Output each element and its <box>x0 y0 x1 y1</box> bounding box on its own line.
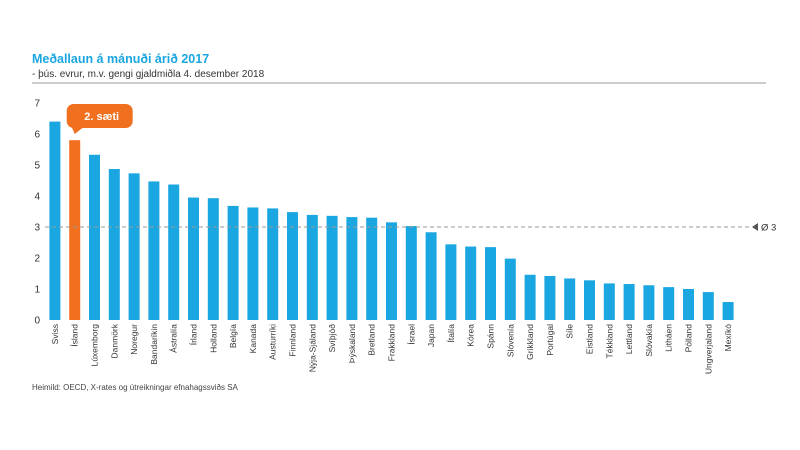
x-tick-label: Portúgal <box>545 324 555 356</box>
x-tick-label: Danmörk <box>109 323 119 358</box>
bar-10 <box>227 205 239 320</box>
bar-18 <box>386 222 397 320</box>
x-tick-label: Lúxemborg <box>90 324 100 367</box>
x-tick-label: Ísrael <box>406 324 416 345</box>
x-tick-label: Nýja-Sjáland <box>307 324 317 372</box>
bar-28 <box>584 280 595 320</box>
y-axis: 0 1 2 3 4 5 6 7 <box>34 99 40 327</box>
bar-29 <box>603 283 615 320</box>
bar-3 <box>89 154 100 320</box>
x-tick-label: Japan <box>426 324 436 347</box>
bar-8 <box>188 197 199 320</box>
x-tick-label: Eistland <box>585 324 595 355</box>
chart-title: Meðallaun á mánuði árið 2017 <box>32 52 210 66</box>
x-tick-label: Ungverjaland <box>703 324 713 374</box>
bar-6 <box>148 181 160 320</box>
bar-14 <box>306 214 318 320</box>
bar-15 <box>326 215 338 320</box>
chart-subtitle: - þús. evrur, m.v. gengi gjaldmiðla 4. d… <box>32 69 265 80</box>
y-tick-label: 0 <box>34 316 40 327</box>
bar-31 <box>643 285 655 320</box>
bar-2 <box>69 140 81 320</box>
bar-1 <box>49 121 61 320</box>
x-tick-label: Síle <box>565 324 575 339</box>
bar-5 <box>128 173 140 320</box>
average-label: Ø 3 <box>761 223 776 234</box>
y-tick-label: 6 <box>34 130 40 141</box>
highlight-callout: 2. sæti <box>66 104 133 134</box>
x-tick-label: Pólland <box>684 324 694 353</box>
y-tick-label: 4 <box>34 192 40 203</box>
bar-17 <box>366 217 378 320</box>
x-tick-label: Slóvakía <box>644 324 654 357</box>
bar-11 <box>247 207 259 320</box>
x-tick-label: Ítalía <box>446 324 456 343</box>
x-tick-label: Ástralía <box>169 324 179 353</box>
bar-4 <box>108 169 120 320</box>
x-tick-label: Bandaríkin <box>149 324 159 365</box>
callout-label: 2. sæti <box>84 111 119 123</box>
average-line-group: Ø 3 <box>45 223 776 234</box>
bar-22 <box>465 246 477 320</box>
x-tick-label: Frakkland <box>387 324 397 362</box>
x-tick-label: Belgía <box>228 324 238 348</box>
bar-33 <box>683 289 694 320</box>
x-tick-label: Kanada <box>248 324 258 354</box>
bars <box>49 121 734 320</box>
x-tick-label: Ísland <box>70 324 80 347</box>
bar-23 <box>485 247 496 320</box>
x-tick-label: Mexíkó <box>723 324 733 352</box>
x-tick-label: Tékkland <box>604 324 614 359</box>
x-tick-label: Finnland <box>288 324 298 357</box>
bar-16 <box>346 217 358 320</box>
bar-35 <box>722 302 734 320</box>
bar-19 <box>405 226 417 320</box>
y-tick-label: 2 <box>34 254 40 265</box>
bar-21 <box>445 244 457 320</box>
x-axis-labels: Sviss Ísland Lúxemborg Danmörk Noregur Bandar… <box>50 323 733 374</box>
bar-32 <box>663 287 675 320</box>
bar-7 <box>168 184 180 320</box>
x-tick-label: Noregur <box>129 324 139 355</box>
callout-bubble <box>66 104 133 128</box>
bar-20 <box>425 232 437 320</box>
y-tick-label: 7 <box>34 99 40 110</box>
y-tick-label: 5 <box>34 161 40 172</box>
source-note: Heimild: OECD, X-rates og útreikningar e… <box>32 383 238 392</box>
bar-34 <box>702 292 714 320</box>
x-tick-label: Írland <box>189 324 199 346</box>
x-tick-label: Litháen <box>664 324 674 352</box>
bar-24 <box>504 258 516 320</box>
x-tick-label: Austurríki <box>268 324 278 360</box>
bar-13 <box>287 212 298 320</box>
callout-pointer <box>71 127 84 134</box>
x-tick-label: Kórea <box>466 324 476 347</box>
bar-30 <box>623 284 635 320</box>
x-tick-label: Grikkland <box>525 324 535 360</box>
x-tick-label: Spánn <box>486 324 496 349</box>
x-tick-label: Svíþjóð <box>327 324 337 353</box>
bar-25 <box>524 274 536 320</box>
bar-26 <box>544 275 556 320</box>
x-tick-label: Holland <box>208 324 218 353</box>
average-marker-icon <box>752 223 758 231</box>
x-tick-label: Þýskaland <box>347 324 357 363</box>
x-tick-label: Bretland <box>367 324 377 356</box>
x-tick-label: Sviss <box>50 324 60 344</box>
bar-27 <box>564 278 576 320</box>
y-tick-label: 3 <box>34 223 40 234</box>
x-tick-label: Lettland <box>624 324 634 355</box>
y-tick-label: 1 <box>34 285 40 296</box>
bar-9 <box>207 198 219 320</box>
x-tick-label: Slóvenía <box>505 324 515 357</box>
bar-12 <box>267 208 279 320</box>
